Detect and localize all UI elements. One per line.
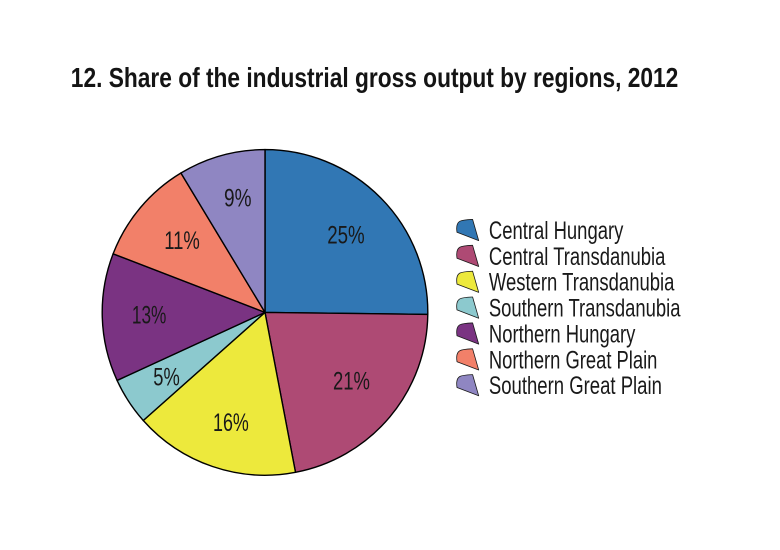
svg-text:12. Share of the industrial gr: 12. Share of the industrial gross output… (71, 62, 679, 93)
svg-text:13%: 13% (132, 303, 167, 330)
svg-text:Southern Transdanubia: Southern Transdanubia (489, 296, 681, 323)
svg-text:25%: 25% (327, 222, 365, 249)
svg-text:Southern Great Plain: Southern Great Plain (489, 373, 662, 400)
svg-text:Central Transdanubia: Central Transdanubia (489, 244, 666, 271)
svg-text:11%: 11% (164, 228, 200, 255)
svg-text:Western Transdanubia: Western Transdanubia (489, 270, 675, 297)
svg-text:9%: 9% (224, 186, 252, 213)
svg-text:Northern Hungary: Northern Hungary (489, 322, 636, 349)
svg-text:Central Hungary: Central Hungary (489, 218, 624, 245)
svg-text:16%: 16% (213, 410, 249, 437)
svg-text:21%: 21% (333, 369, 370, 396)
svg-text:Northern Great Plain: Northern Great Plain (489, 347, 658, 374)
svg-text:5%: 5% (153, 364, 180, 391)
